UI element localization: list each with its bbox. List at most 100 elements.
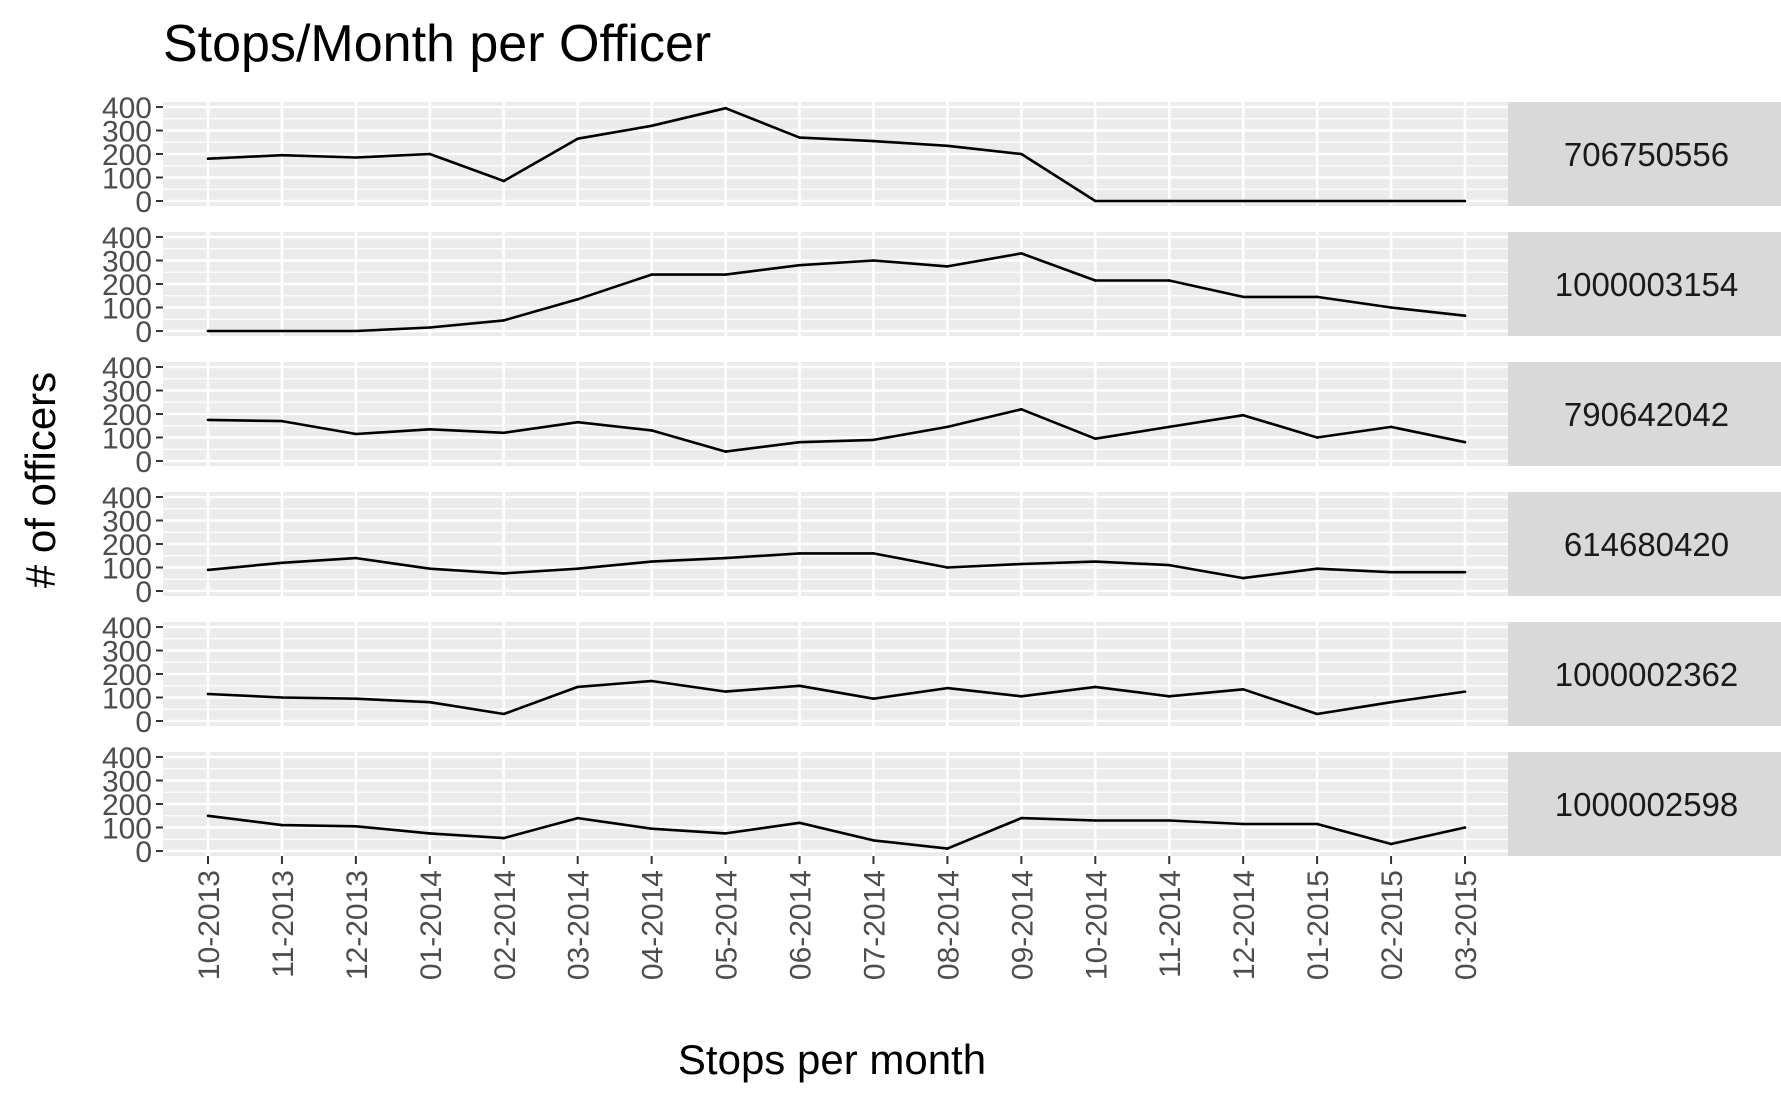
facet-strip-label: 790642042: [1564, 396, 1729, 433]
x-tick-label: 10-2013: [193, 870, 226, 980]
data-point: [576, 297, 580, 301]
y-tick-label: 200: [102, 789, 152, 822]
data-point: [946, 686, 949, 690]
data-point: [354, 156, 358, 159]
data-point: [798, 136, 801, 139]
y-tick-label: 400: [102, 482, 152, 515]
data-point: [428, 832, 432, 835]
x-tick-label: 07-2014: [858, 870, 891, 980]
data-point: [1241, 295, 1245, 299]
x-tick-label: 12-2013: [341, 870, 374, 980]
data-point: [1315, 295, 1319, 299]
data-point: [1389, 842, 1393, 846]
y-tick-label: 300: [102, 766, 152, 799]
x-tick-label: 05-2014: [711, 870, 744, 980]
y-tick-label: 200: [102, 269, 152, 302]
y-tick-label: 400: [102, 222, 152, 255]
data-point: [354, 329, 358, 333]
facet-panels: 0100200300400706750556010020030040010000…: [102, 92, 1781, 869]
y-tick-label: 0: [135, 446, 152, 479]
y-axis-title: # of officers: [17, 372, 64, 588]
data-point: [1463, 314, 1467, 318]
y-tick-label: 400: [102, 742, 152, 775]
data-point: [1463, 199, 1467, 203]
y-tick-label: 100: [102, 813, 152, 846]
x-tick-label: 09-2014: [1006, 870, 1039, 980]
y-tick-label: 100: [102, 293, 152, 326]
data-point: [206, 814, 210, 818]
data-point: [872, 259, 875, 262]
data-point: [1315, 436, 1319, 439]
facet-strip-label: 614680420: [1564, 526, 1729, 563]
data-point: [724, 450, 727, 453]
y-tick-label: 100: [102, 163, 152, 196]
y-tick-label: 300: [102, 506, 152, 539]
series-line: [207, 407, 1466, 453]
data-point: [428, 700, 432, 704]
facet-strip: [1508, 752, 1781, 856]
y-tick-label: 0: [135, 836, 152, 869]
data-point: [1389, 425, 1393, 429]
x-tick-label: 03-2015: [1450, 870, 1483, 980]
data-point: [872, 839, 875, 842]
y-tick-label: 0: [135, 316, 152, 349]
data-point: [1020, 695, 1023, 698]
data-point: [724, 832, 727, 835]
x-tick-label: 11-2013: [267, 870, 300, 978]
data-point: [354, 825, 358, 828]
data-point: [872, 552, 875, 555]
data-point: [354, 556, 358, 560]
facet-strip: [1508, 622, 1781, 726]
data-point: [1315, 712, 1319, 716]
data-point: [280, 696, 284, 699]
data-point: [1315, 567, 1319, 570]
data-point: [1167, 695, 1171, 698]
facet-strip-label: 1000002362: [1555, 656, 1739, 693]
data-point: [1463, 826, 1467, 829]
data-point: [798, 263, 801, 267]
series-line: [207, 814, 1466, 850]
data-point: [428, 152, 432, 156]
data-point: [1093, 199, 1097, 203]
data-point: [280, 823, 284, 827]
facet-strip-label: 1000002598: [1555, 786, 1739, 823]
data-point: [1463, 570, 1467, 574]
data-point: [650, 827, 653, 830]
data-point: [1463, 440, 1467, 444]
facet-strip: [1508, 232, 1781, 336]
data-point: [502, 179, 506, 183]
data-point: [946, 265, 949, 268]
data-point: [1167, 199, 1171, 203]
data-point: [576, 137, 580, 141]
data-point: [1093, 560, 1097, 563]
data-point: [798, 440, 801, 444]
data-point: [280, 419, 284, 423]
x-tick-label: 04-2014: [637, 870, 670, 980]
data-point: [946, 847, 949, 850]
data-point: [1167, 819, 1171, 822]
data-point: [1167, 279, 1171, 282]
data-point: [650, 679, 653, 683]
x-tick-label: 02-2014: [489, 870, 522, 980]
facet-strip: [1508, 492, 1781, 596]
x-tick-label: 10-2014: [1080, 870, 1113, 980]
data-point: [280, 561, 284, 565]
x-tick-label: 03-2014: [563, 870, 596, 980]
y-tick-label: 400: [102, 92, 152, 125]
data-point: [1093, 437, 1097, 440]
chart-title: Stops/Month per Officer: [163, 15, 711, 73]
data-point: [280, 329, 284, 333]
series-line: [208, 252, 1466, 333]
data-point: [798, 821, 801, 825]
data-point: [724, 273, 727, 276]
y-tick-label: 200: [102, 659, 152, 692]
data-point: [502, 712, 506, 716]
y-tick-label: 300: [102, 116, 152, 149]
series-line: [207, 552, 1465, 580]
y-tick-label: 100: [102, 423, 152, 456]
data-point: [206, 568, 210, 572]
facet-strip-label: 1000003154: [1555, 266, 1739, 303]
